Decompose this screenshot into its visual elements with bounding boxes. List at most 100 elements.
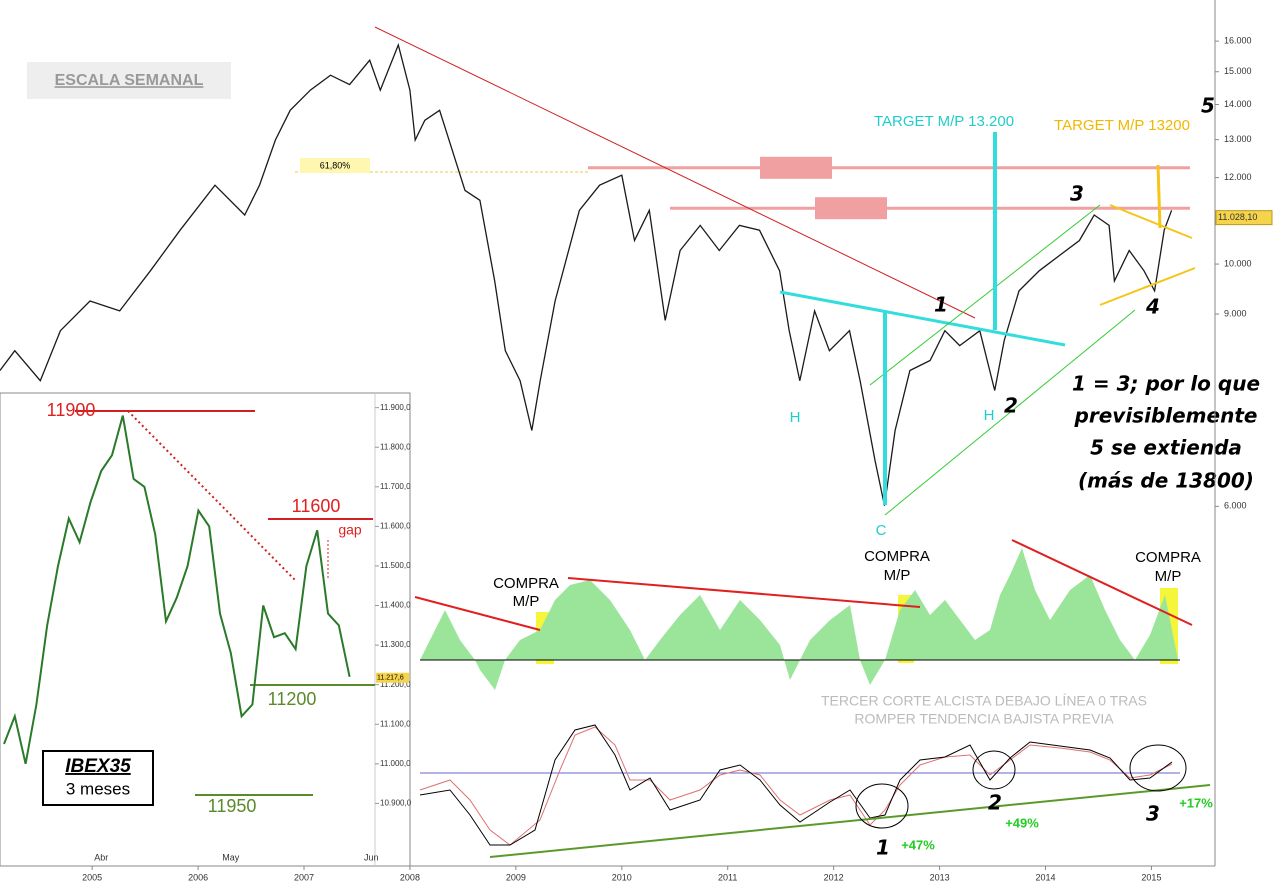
signal-line [419,726,1173,846]
cross-label: 3 [1146,802,1160,826]
x-tick-label: 2013 [930,872,950,882]
gain-label: +47% [901,837,935,852]
y-tick-label: 15.000 [1224,66,1252,76]
fib-label: 61,80% [320,160,351,170]
x-tick-label: Abr [94,852,108,862]
buy-label: COMPRA [864,548,930,565]
level-label: 11200 [268,689,317,709]
triangle [1109,204,1193,239]
fib-box [300,158,370,173]
y-tick-label: 10.000 [1224,258,1252,268]
y-tick-label: 11.300,0 [380,640,411,649]
x-tick-label: 2009 [506,872,526,882]
y-tick-label: 11.400,0 [380,601,411,610]
x-tick-label: 2005 [82,872,102,882]
last-value-label: 11.028,10 [1218,212,1257,222]
trendline [567,577,921,608]
gain-label: +49% [1005,815,1039,830]
scale-label: ESCALA SEMANAL [55,72,204,89]
y-tick-label: 14.000 [1224,99,1252,109]
macd-note: TERCER CORTE ALCISTA DEBAJO LÍNEA 0 TRAS [821,693,1147,709]
wave-label: 5 [1201,94,1215,118]
y-tick-label: 10.900,0 [380,799,412,808]
buy-label: M/P [1155,568,1182,585]
channel [884,309,1136,516]
triangle [1099,267,1196,306]
target-label: TARGET M/P 13200 [1054,117,1190,134]
neckline [779,290,1066,347]
label-box [42,750,154,806]
cross-label: 2 [988,791,1002,815]
x-tick-label: 2010 [612,872,632,882]
trendline [414,596,541,631]
trendline [1011,539,1193,626]
y-tick-label: 11.000,0 [380,759,411,768]
pattern-label: H [984,407,995,424]
y-tick-label: 9.000 [1224,308,1247,318]
x-tick-label: 2015 [1141,872,1161,882]
level-label: 11950 [208,796,257,816]
pattern-label: C [876,522,887,539]
macd-line [419,724,1173,846]
y-tick-label: 16.000 [1224,36,1252,46]
y-tick-label: 11.100,0 [380,719,411,728]
wave-label: 4 [1145,295,1160,319]
gap-label: gap [338,522,362,538]
y-tick-label: 11.500,0 [380,561,411,570]
gain-label: +17% [1179,795,1213,810]
trendline [374,26,976,319]
x-tick-label: 2012 [824,872,844,882]
y-tick-label: 11.900,0 [380,403,411,412]
wave-label: 1 [934,293,948,317]
inset-title: IBEX35 [65,756,131,777]
y-tick-label: 11.700,0 [380,482,411,491]
histogram [420,548,1178,690]
x-tick-label: 2006 [188,872,208,882]
macd-panel: TERCER CORTE ALCISTA DEBAJO LÍNEA 0 TRAS… [419,693,1213,860]
wave-label: 2 [1004,394,1018,418]
level-label: 11900 [47,400,96,420]
y-tick-label: 6.000 [1224,501,1247,511]
y-tick-label: 11.800,0 [380,442,411,451]
macd-note: ROMPER TENDENCIA BAJISTA PREVIA [854,711,1114,727]
last-value-box [1215,210,1273,226]
note: (más de 13800) [1078,469,1254,493]
last-value-box [376,672,409,683]
x-tick-label: Jun [364,852,379,862]
y-tick-label: 12.000 [1224,172,1252,182]
x-tick-label: 2008 [400,872,420,882]
price-line [3,415,351,765]
x-tick-label: May [222,852,240,862]
inset-chart: 11900 11600 gap 11200 11950 11.900,0 11.8… [0,392,412,867]
target-projection [1156,164,1162,229]
y-tick-label: 11.200,0 [380,680,411,689]
buy-label: M/P [513,593,540,610]
scale-box [27,62,231,99]
pattern-label: H [790,409,801,426]
buy-label: M/P [884,567,911,584]
level-label: 11600 [292,496,341,516]
note: 5 se extienda [1090,436,1242,460]
x-tick-label: 2011 [718,872,737,882]
buy-label: COMPRA [1135,549,1201,566]
circle [972,750,1016,790]
note: 1 = 3; por lo que [1072,372,1260,396]
buy-label: COMPRA [493,575,559,592]
main-chart: 1125012250 61,80% ESCALA SEMANAL TARGET … [0,26,1260,539]
trendline [489,784,1211,858]
channel [869,204,1101,386]
note: previsiblemente [1074,404,1258,428]
cross-label: 1 [876,836,890,860]
circle [1129,744,1187,792]
price-line [0,42,1173,506]
y-tick-label: 13.000 [1224,134,1252,144]
inset-subtitle: 3 meses [66,779,130,798]
last-value-label: 11.217,6 [377,675,404,682]
oscillator-panel: COMPRA M/P COMPRA M/P COMPRA M/P [414,539,1201,690]
y-tick-label: 11.600,0 [380,521,411,530]
x-tick-label: 2007 [294,872,314,882]
circle [855,783,909,829]
target-label: TARGET M/P 13.200 [874,113,1014,130]
wave-label: 3 [1070,182,1084,206]
